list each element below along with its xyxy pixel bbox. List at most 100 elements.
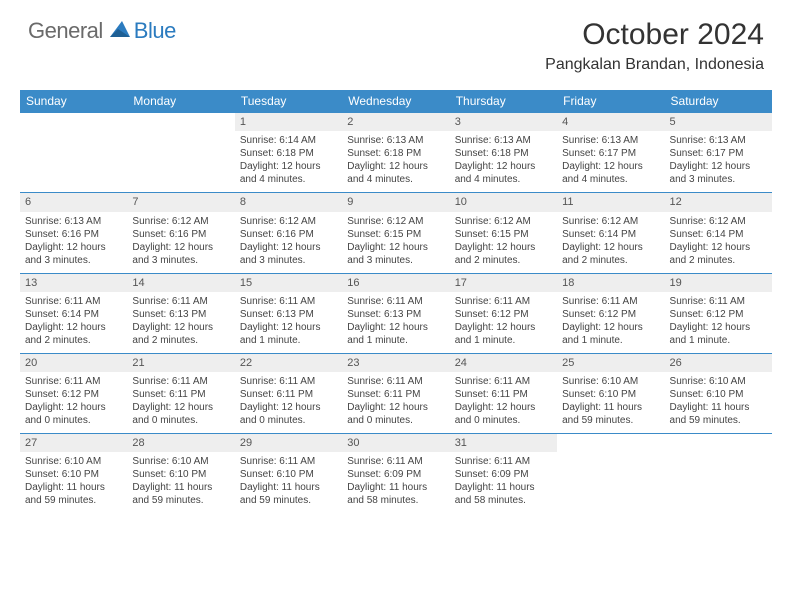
day-info-line: Sunset: 6:12 PM — [670, 308, 767, 321]
empty-day-cell — [127, 113, 234, 192]
day-info-line: Sunrise: 6:11 AM — [240, 375, 337, 388]
day-info-line: Sunrise: 6:13 AM — [347, 134, 444, 147]
day-info-line: Sunrise: 6:11 AM — [347, 455, 444, 468]
day-info-line: and 1 minute. — [670, 334, 767, 347]
day-number: 27 — [20, 434, 127, 452]
day-info-line: Sunrise: 6:11 AM — [240, 295, 337, 308]
day-cell: 26Sunrise: 6:10 AMSunset: 6:10 PMDayligh… — [665, 354, 772, 433]
day-info-line: Sunrise: 6:10 AM — [132, 455, 229, 468]
month-title: October 2024 — [545, 18, 764, 52]
day-info-line: Sunset: 6:16 PM — [25, 228, 122, 241]
day-info-line: and 59 minutes. — [25, 494, 122, 507]
day-cell: 6Sunrise: 6:13 AMSunset: 6:16 PMDaylight… — [20, 193, 127, 272]
day-info-line: Sunset: 6:16 PM — [132, 228, 229, 241]
day-info-line: Daylight: 12 hours — [132, 401, 229, 414]
day-info-line: and 1 minute. — [240, 334, 337, 347]
day-info-line: Sunrise: 6:11 AM — [562, 295, 659, 308]
day-info-line: and 3 minutes. — [25, 254, 122, 267]
day-cell: 7Sunrise: 6:12 AMSunset: 6:16 PMDaylight… — [127, 193, 234, 272]
day-info-line: Sunset: 6:11 PM — [347, 388, 444, 401]
day-info-line: Sunset: 6:14 PM — [670, 228, 767, 241]
day-info-line: Sunset: 6:11 PM — [455, 388, 552, 401]
day-body: Sunrise: 6:11 AMSunset: 6:12 PMDaylight:… — [20, 372, 127, 433]
day-number: 22 — [235, 354, 342, 372]
day-info-line: and 59 minutes. — [562, 414, 659, 427]
sail-icon — [108, 19, 132, 44]
day-number: 6 — [20, 193, 127, 211]
day-cell: 27Sunrise: 6:10 AMSunset: 6:10 PMDayligh… — [20, 434, 127, 513]
day-number: 8 — [235, 193, 342, 211]
day-info-line: and 4 minutes. — [240, 173, 337, 186]
day-info-line: and 3 minutes. — [670, 173, 767, 186]
brand-text-2: Blue — [134, 18, 176, 44]
day-info-line: Daylight: 11 hours — [240, 481, 337, 494]
day-cell: 3Sunrise: 6:13 AMSunset: 6:18 PMDaylight… — [450, 113, 557, 192]
day-number: 16 — [342, 274, 449, 292]
day-info-line: Daylight: 12 hours — [240, 321, 337, 334]
day-body: Sunrise: 6:13 AMSunset: 6:17 PMDaylight:… — [665, 131, 772, 192]
day-info-line: Daylight: 12 hours — [240, 241, 337, 254]
day-body: Sunrise: 6:11 AMSunset: 6:09 PMDaylight:… — [450, 452, 557, 513]
day-info-line: Daylight: 12 hours — [562, 321, 659, 334]
day-info-line: Sunrise: 6:10 AM — [25, 455, 122, 468]
day-info-line: and 2 minutes. — [670, 254, 767, 267]
day-info-line: Sunset: 6:14 PM — [25, 308, 122, 321]
day-number: 18 — [557, 274, 664, 292]
day-number: 7 — [127, 193, 234, 211]
day-cell: 25Sunrise: 6:10 AMSunset: 6:10 PMDayligh… — [557, 354, 664, 433]
calendar-body: 1Sunrise: 6:14 AMSunset: 6:18 PMDaylight… — [20, 112, 772, 513]
day-info-line: and 59 minutes. — [132, 494, 229, 507]
day-body: Sunrise: 6:11 AMSunset: 6:11 PMDaylight:… — [342, 372, 449, 433]
day-info-line: Sunset: 6:09 PM — [347, 468, 444, 481]
day-cell: 15Sunrise: 6:11 AMSunset: 6:13 PMDayligh… — [235, 274, 342, 353]
day-cell: 24Sunrise: 6:11 AMSunset: 6:11 PMDayligh… — [450, 354, 557, 433]
day-cell: 9Sunrise: 6:12 AMSunset: 6:15 PMDaylight… — [342, 193, 449, 272]
week-row: 6Sunrise: 6:13 AMSunset: 6:16 PMDaylight… — [20, 192, 772, 272]
day-info-line: Sunrise: 6:13 AM — [670, 134, 767, 147]
day-info-line: Daylight: 12 hours — [25, 241, 122, 254]
day-info-line: Sunset: 6:12 PM — [455, 308, 552, 321]
day-info-line: Sunset: 6:18 PM — [347, 147, 444, 160]
day-info-line: and 59 minutes. — [240, 494, 337, 507]
weekday-header: Wednesday — [342, 90, 449, 112]
day-info-line: Daylight: 12 hours — [347, 241, 444, 254]
day-body: Sunrise: 6:12 AMSunset: 6:14 PMDaylight:… — [665, 212, 772, 273]
calendar: SundayMondayTuesdayWednesdayThursdayFrid… — [20, 90, 772, 513]
day-info-line: Daylight: 12 hours — [670, 241, 767, 254]
day-number: 24 — [450, 354, 557, 372]
day-body: Sunrise: 6:12 AMSunset: 6:15 PMDaylight:… — [450, 212, 557, 273]
day-info-line: Sunrise: 6:13 AM — [562, 134, 659, 147]
day-info-line: Sunset: 6:13 PM — [240, 308, 337, 321]
day-info-line: and 1 minute. — [455, 334, 552, 347]
day-cell: 14Sunrise: 6:11 AMSunset: 6:13 PMDayligh… — [127, 274, 234, 353]
weekday-header-row: SundayMondayTuesdayWednesdayThursdayFrid… — [20, 90, 772, 112]
day-info-line: and 2 minutes. — [25, 334, 122, 347]
day-number: 2 — [342, 113, 449, 131]
day-cell: 4Sunrise: 6:13 AMSunset: 6:17 PMDaylight… — [557, 113, 664, 192]
day-info-line: and 59 minutes. — [670, 414, 767, 427]
day-info-line: Sunrise: 6:10 AM — [562, 375, 659, 388]
day-info-line: Sunset: 6:16 PM — [240, 228, 337, 241]
day-info-line: Sunset: 6:11 PM — [240, 388, 337, 401]
day-info-line: and 4 minutes. — [562, 173, 659, 186]
day-info-line: Sunset: 6:17 PM — [562, 147, 659, 160]
day-info-line: and 58 minutes. — [455, 494, 552, 507]
weekday-header: Tuesday — [235, 90, 342, 112]
day-number: 14 — [127, 274, 234, 292]
day-info-line: Daylight: 12 hours — [455, 401, 552, 414]
day-cell: 29Sunrise: 6:11 AMSunset: 6:10 PMDayligh… — [235, 434, 342, 513]
title-block: October 2024 Pangkalan Brandan, Indonesi… — [545, 18, 764, 74]
day-info-line: Daylight: 11 hours — [132, 481, 229, 494]
day-info-line: Sunrise: 6:11 AM — [670, 295, 767, 308]
header: General Blue October 2024 Pangkalan Bran… — [0, 0, 792, 80]
day-cell: 21Sunrise: 6:11 AMSunset: 6:11 PMDayligh… — [127, 354, 234, 433]
day-info-line: Sunset: 6:14 PM — [562, 228, 659, 241]
day-info-line: Sunrise: 6:12 AM — [670, 215, 767, 228]
day-info-line: Sunrise: 6:11 AM — [240, 455, 337, 468]
day-cell: 11Sunrise: 6:12 AMSunset: 6:14 PMDayligh… — [557, 193, 664, 272]
day-number: 21 — [127, 354, 234, 372]
day-info-line: Sunset: 6:10 PM — [562, 388, 659, 401]
day-info-line: Sunset: 6:10 PM — [25, 468, 122, 481]
day-info-line: and 0 minutes. — [25, 414, 122, 427]
day-info-line: Sunrise: 6:11 AM — [455, 295, 552, 308]
